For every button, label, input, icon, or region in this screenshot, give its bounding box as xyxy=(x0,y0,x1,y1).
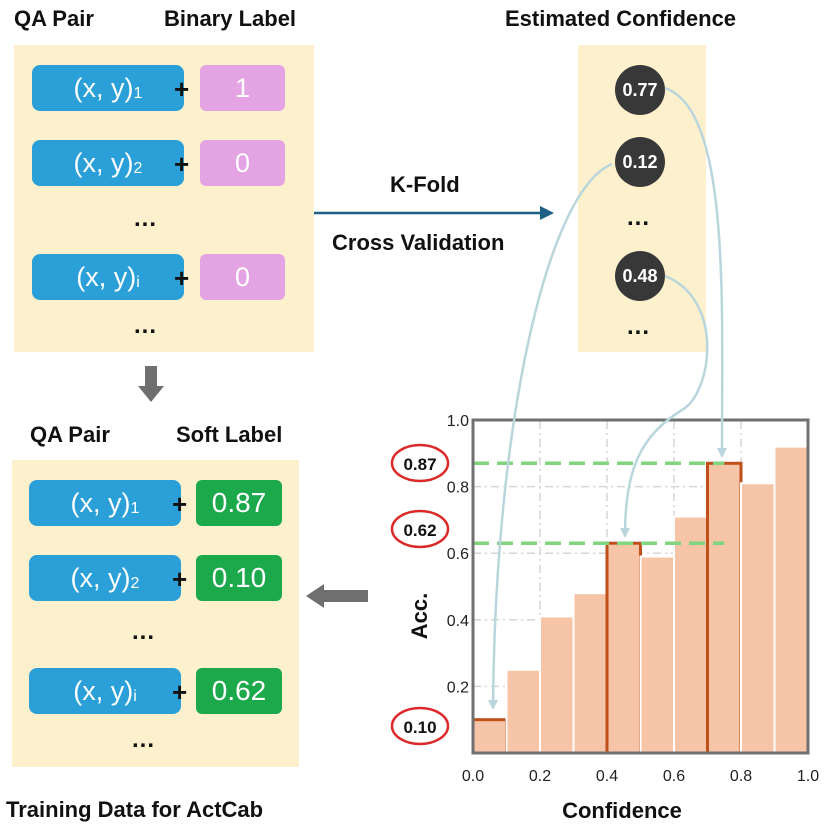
plus-sign: + xyxy=(174,149,190,179)
ellipsis: ... xyxy=(627,204,651,231)
bottom-qa-pair-header: QA Pair xyxy=(30,422,110,447)
left-arrow xyxy=(306,584,368,608)
training-data-caption: Training Data for ActCab xyxy=(6,797,264,822)
bar xyxy=(505,668,541,754)
callout-062: 0.62 xyxy=(390,509,450,549)
y-tick-label: 0.2 xyxy=(447,679,469,696)
x-axis-label: Confidence xyxy=(562,798,682,823)
flow-arrow-048 xyxy=(620,274,709,538)
x-tick-label: 0.6 xyxy=(663,768,685,785)
y-axis-label: Acc. xyxy=(407,593,432,639)
highlighted-bar xyxy=(706,461,743,755)
kfold-arrow xyxy=(314,206,554,220)
plus-sign: + xyxy=(172,564,188,594)
qa-pair-chip: (x, y) 1 xyxy=(29,480,181,526)
ellipsis: ... xyxy=(132,618,156,645)
flow-arrow-012 xyxy=(488,162,613,710)
svg-text:0.87: 0.87 xyxy=(403,455,436,474)
soft-label-chip: 0.10 xyxy=(196,555,282,601)
cross-validation-label: Cross Validation xyxy=(332,230,505,255)
binary-label-chip: 0 xyxy=(200,140,285,186)
ellipsis: ... xyxy=(132,726,156,753)
top-qa-pair-header: QA Pair xyxy=(14,6,94,31)
highlighted-bar xyxy=(605,541,642,755)
binary-label-chip: 1 xyxy=(200,65,285,111)
svg-text:0.62: 0.62 xyxy=(403,521,436,540)
confidence-value: 0.12 xyxy=(615,137,665,187)
confidence-value: 0.77 xyxy=(615,65,665,115)
bar xyxy=(773,445,809,754)
x-tick-label: 0.0 xyxy=(462,768,484,785)
down-arrow xyxy=(138,366,164,402)
bar xyxy=(740,482,776,754)
ellipsis: ... xyxy=(134,205,158,232)
bar xyxy=(572,592,608,754)
ellipsis: ... xyxy=(134,312,158,339)
binary-label-header: Binary Label xyxy=(164,6,297,31)
flow-arrow-077 xyxy=(664,86,728,458)
confidence-value: 0.48 xyxy=(615,251,665,301)
plot-frame xyxy=(471,418,810,755)
soft-label-header: Soft Label xyxy=(176,422,283,447)
x-tick-label: 0.2 xyxy=(529,768,551,785)
qa-pair-chip: (x, y) 2 xyxy=(29,555,181,601)
callout-010: 0.10 xyxy=(390,706,450,746)
highlighted-bar xyxy=(471,718,508,755)
qa-pair-chip: (x, y) i xyxy=(29,668,181,714)
bar xyxy=(673,515,709,754)
soft-label-chip: 0.87 xyxy=(196,480,282,526)
y-tick-label: 1.0 xyxy=(447,413,469,430)
estimated-confidence-header: Estimated Confidence xyxy=(505,6,737,31)
plus-sign: + xyxy=(172,489,188,519)
qa-pair-chip: (x, y) 2 xyxy=(32,140,184,186)
x-tick-label: 0.8 xyxy=(730,768,752,785)
kfold-label: K-Fold xyxy=(390,172,460,197)
callout-087: 0.87 xyxy=(390,443,450,483)
bar xyxy=(639,555,675,755)
y-tick-label: 0.6 xyxy=(447,546,469,563)
bar xyxy=(539,615,575,754)
ellipsis: ... xyxy=(627,313,651,340)
plus-sign: + xyxy=(172,677,188,707)
x-tick-label: 0.4 xyxy=(596,768,618,785)
x-tick-label: 1.0 xyxy=(797,768,819,785)
y-tick-label: 0.8 xyxy=(447,480,469,497)
qa-pair-chip: (x, y) i xyxy=(32,254,184,300)
binary-label-chip: 0 xyxy=(200,254,285,300)
qa-pair-chip: (x, y) 1 xyxy=(32,65,184,111)
plus-sign: + xyxy=(174,263,190,293)
plus-sign: + xyxy=(174,74,190,104)
svg-text:0.10: 0.10 xyxy=(403,718,436,737)
soft-label-chip: 0.62 xyxy=(196,668,282,714)
y-tick-label: 0.4 xyxy=(447,613,469,630)
